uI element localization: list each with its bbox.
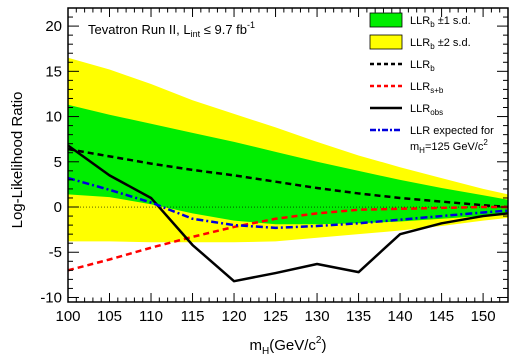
legend-label: LLRb ±1 s.d.	[410, 15, 471, 29]
annotation-sup: -1	[247, 20, 255, 30]
plot-frame	[67, 7, 509, 303]
x-tick-label: 110	[139, 308, 163, 325]
legend-item: LLRb ±2 s.d.	[369, 34, 471, 51]
tick-labels-layer: 100 105 110 115 120 125 130 135 140 145 150 -10 -5 0 5…	[40, 18, 495, 325]
legend-label: LLR expected for	[410, 125, 494, 137]
legend-item: LLRs+b	[370, 81, 444, 95]
series-llr_sb	[68, 205, 508, 272]
legend-swatch	[369, 34, 403, 50]
x-axis-title: mH(GeV/c2)	[250, 335, 327, 357]
bands-layer	[68, 57, 508, 243]
xlabel-close: )	[321, 337, 326, 354]
x-tick-label: 145	[429, 308, 454, 325]
band-sd1	[68, 104, 508, 225]
annotation-main: Tevatron Run II, L	[88, 22, 191, 37]
y-tick-label: 15	[45, 63, 62, 80]
series-llr_exp125	[68, 176, 508, 230]
legend-label: LLRb	[410, 59, 435, 73]
y-tick-label: 10	[45, 109, 62, 126]
legend-label-line2: mH=125 GeV/c2	[410, 138, 488, 155]
y-tick-label: 5	[54, 154, 62, 171]
xlabel-main: m	[250, 337, 263, 354]
x-tick-label: 125	[263, 308, 288, 325]
x-tick-label: 135	[346, 308, 371, 325]
series-llr_obs	[68, 144, 508, 283]
series-llr_b	[68, 147, 508, 209]
x-tick-label: 130	[305, 308, 330, 325]
legend-item: LLRb	[370, 59, 435, 73]
ticks-layer	[67, 7, 509, 302]
legend-label: LLRb ±2 s.d.	[410, 37, 471, 51]
y-tick-label: 20	[45, 18, 62, 35]
y-axis-title: Log-Likelihood Ratio	[9, 92, 26, 229]
series-layer	[68, 144, 508, 283]
x-tick-label: 150	[471, 308, 496, 325]
legend: LLRb ±1 s.d. LLRb ±2 s.d. LLRb LLRs+b LLRobs…	[369, 12, 494, 155]
x-tick-label: 105	[97, 308, 122, 325]
y-tick-label: 0	[54, 199, 62, 216]
run-annotation: Tevatron Run II, Lint ≤ 9.7 fb-1	[88, 20, 255, 39]
y-tick-label: -5	[49, 244, 62, 261]
x-tick-label: 115	[181, 308, 205, 325]
xlabel-sub: H	[262, 346, 269, 357]
legend-item: LLRb ±1 s.d.	[369, 12, 471, 29]
annotation-sub: int	[191, 29, 201, 39]
legend-label: LLRs+b	[410, 81, 444, 95]
legend-label: LLRobs	[410, 103, 443, 117]
legend-item: LLRobs	[370, 103, 443, 117]
xlabel-unit: (GeV/c	[269, 337, 316, 354]
xlabel-sup: 2	[316, 335, 322, 346]
annotation-tail: ≤ 9.7 fb	[200, 22, 247, 37]
x-tick-label: 140	[388, 308, 413, 325]
legend-swatch	[369, 12, 403, 28]
x-tick-label: 100	[55, 308, 80, 325]
x-tick-label: 120	[222, 308, 247, 325]
y-tick-label: -10	[40, 289, 62, 306]
